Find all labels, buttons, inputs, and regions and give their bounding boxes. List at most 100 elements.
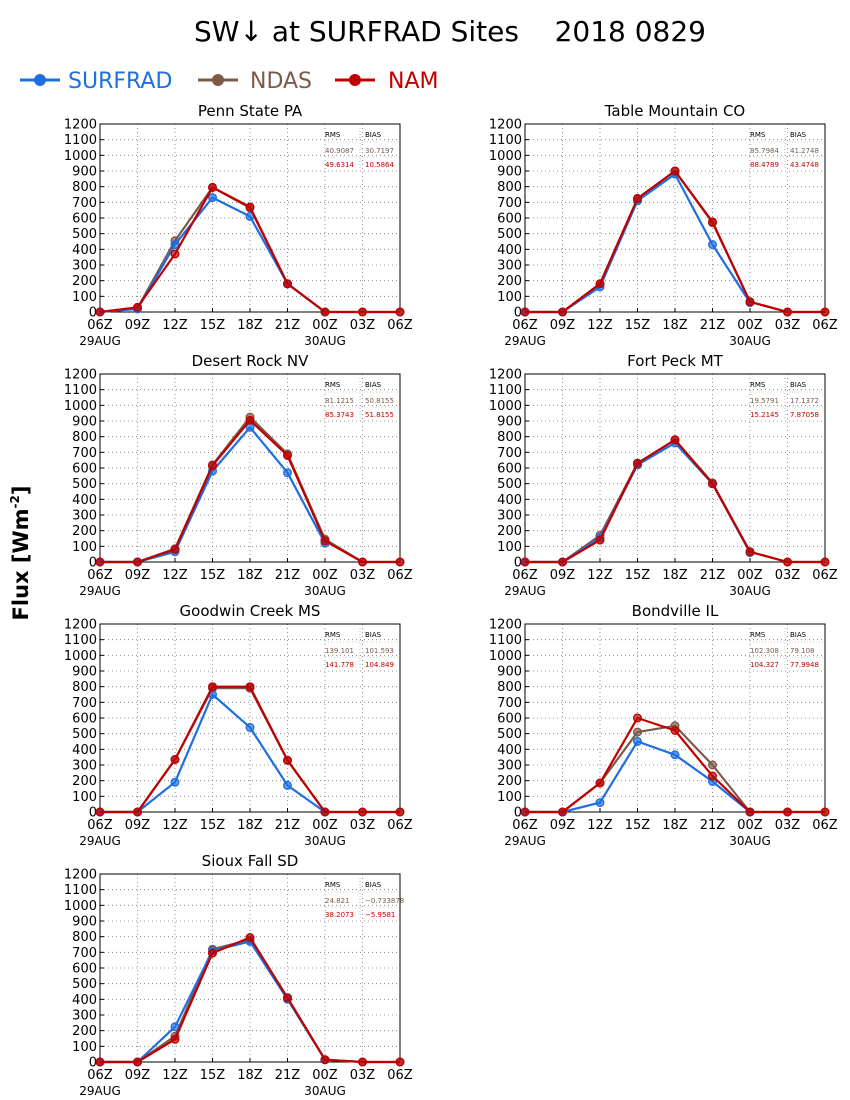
y-tick-label: 0 [514,806,522,821]
data-point-nam [207,948,217,958]
data-point-nam [745,547,755,557]
series-nam [95,933,405,1067]
data-point-nam [595,778,605,788]
y-tick-label: 200 [72,524,97,539]
legend-item-nam: NAM [335,69,439,94]
data-point-nam [132,807,142,817]
y-axis-label-text: Flux [Wm [9,508,33,620]
y-tick-label: 1100 [489,383,522,398]
x-date-label: 30AUG [729,834,771,848]
data-point-nam [283,451,293,461]
data-point-nam [283,993,293,1003]
x-tick-label: 00Z [312,818,338,833]
x-date-label: 29AUG [79,834,121,848]
x-tick-label: 15Z [625,818,651,833]
series-line-surfrad [99,196,326,314]
y-tick-label: 900 [497,665,522,680]
x-tick-label: 18Z [662,318,688,333]
y-tick-label: 700 [72,446,97,461]
data-point-nam [520,557,530,567]
y-tick-label: 500 [497,227,522,242]
y-tick-label: 300 [497,759,522,774]
stats-nam-rms: 141.778 [325,661,354,669]
y-tick-label: 100 [497,790,522,805]
y-tick-label: 300 [72,759,97,774]
x-tick-label: 09Z [125,318,151,333]
x-tick-label: 06Z [387,318,413,333]
y-tick-label: 1200 [64,118,97,133]
panel-title: Sioux Fall SD [202,852,299,870]
x-tick-label: 06Z [387,1068,413,1083]
panel-desert-rock-nv: Desert Rock NV 01002003004005006007008009… [64,352,413,598]
stats-rms-header: RMS [750,631,766,639]
x-tick-label: 18Z [662,818,688,833]
series-line-nam [100,936,400,1064]
series-surfrad [95,690,330,817]
y-tick-label: 1000 [64,149,97,164]
stats-ndas-bias: 30.7197 [365,147,394,155]
data-point-nam [783,807,793,817]
panel-title: Table Mountain CO [604,102,746,120]
stats-nam-rms: 104.327 [750,661,779,669]
panel-title: Desert Rock NV [192,352,309,370]
data-point-ndas [708,760,718,770]
stats-bias-header: BIAS [790,131,807,139]
data-point-nam [95,807,105,817]
data-point-nam [633,458,643,468]
x-tick-label: 15Z [200,568,226,583]
x-tick-label: 00Z [737,568,763,583]
stats-ndas-rms: 40.9087 [325,147,354,155]
stats-ndas-rms: 85.7984 [750,147,779,155]
stats-ndas-rms: 81.1215 [325,397,354,405]
series-nam [95,182,405,317]
data-point-nam [320,536,330,546]
y-tick-label: 600 [497,462,522,477]
data-point-nam [558,557,568,567]
data-point-nam [320,307,330,317]
data-point-nam [320,1055,330,1065]
x-tick-label: 06Z [87,318,113,333]
stats-ndas-bias: 41.2748 [790,147,819,155]
y-tick-label: 1100 [64,883,97,898]
data-point-surfrad [708,240,718,250]
data-point-nam [245,415,255,425]
y-tick-label: 1000 [489,649,522,664]
x-tick-label: 00Z [737,318,763,333]
x-tick-label: 06Z [87,568,113,583]
y-tick-label: 900 [497,415,522,430]
y-tick-label: 100 [497,540,522,555]
stats-ndas-rms: 102.308 [750,647,779,655]
legend: SURFRAD NDAS NAM [20,69,439,94]
panel-title: Bondville IL [632,602,719,620]
x-tick-label: 06Z [512,318,538,333]
data-point-nam [170,249,180,259]
y-tick-label: 600 [72,212,97,227]
x-tick-label: 18Z [237,318,263,333]
x-tick-label: 21Z [275,818,301,833]
x-tick-label: 21Z [275,1068,301,1083]
x-tick-label: 18Z [237,568,263,583]
stats-rms-header: RMS [325,881,341,889]
x-tick-label: 12Z [162,568,188,583]
stats-nam-bias: 10.5864 [365,161,394,169]
x-tick-label: 21Z [700,568,726,583]
y-tick-label: 600 [497,712,522,727]
x-tick-label: 15Z [200,318,226,333]
stats-bias-header: BIAS [365,881,382,889]
y-tick-label: 400 [497,743,522,758]
y-tick-label: 700 [72,696,97,711]
y-tick-label: 1000 [489,149,522,164]
stats-bias-header: BIAS [365,631,382,639]
data-point-nam [595,535,605,545]
y-tick-label: 100 [72,790,97,805]
data-point-nam [207,682,217,692]
data-point-nam [595,279,605,289]
y-tick-label: 800 [72,430,97,445]
x-tick-label: 03Z [350,568,376,583]
y-tick-label: 500 [72,227,97,242]
x-date-label: 30AUG [304,584,346,598]
x-tick-label: 00Z [312,318,338,333]
y-tick-label: 300 [72,1009,97,1024]
stats-nam-bias: 77.9948 [790,661,819,669]
data-point-surfrad [170,240,180,250]
